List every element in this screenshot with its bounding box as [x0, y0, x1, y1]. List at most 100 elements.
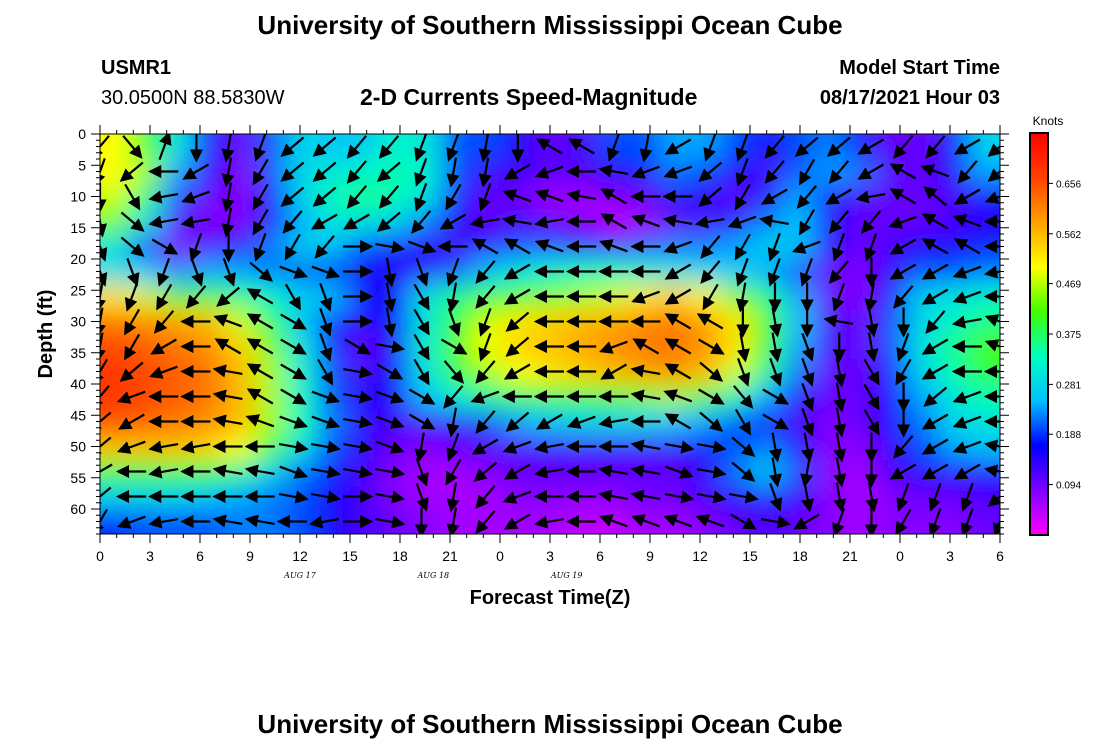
current-vector-arrow — [696, 313, 724, 330]
current-vector-arrow — [100, 411, 112, 432]
current-vector-arrow — [534, 239, 564, 253]
current-vector-arrow — [630, 364, 661, 378]
y-axis-title: Depth (ft) — [35, 290, 57, 379]
heatmap-cell — [782, 159, 815, 185]
heatmap-cell — [689, 384, 722, 410]
heatmap-cell — [782, 309, 815, 335]
current-vector-arrow — [408, 413, 436, 430]
current-vector-arrow — [630, 439, 661, 453]
current-vector-arrow — [896, 482, 910, 512]
heatmap-cell — [410, 134, 443, 135]
heatmap-cell — [503, 334, 536, 360]
current-vector-arrow — [445, 183, 462, 211]
colorbar-tick-label: 0.281 — [1056, 380, 1081, 391]
current-vector-arrow — [734, 183, 751, 211]
heatmap-cell — [503, 534, 535, 560]
x-date-label: AUG 17 — [283, 571, 317, 580]
heatmap-cell — [658, 459, 691, 485]
colorbar-tick-label: 0.094 — [1056, 481, 1081, 492]
current-vector-arrow — [735, 282, 749, 313]
current-vector-arrow — [703, 134, 717, 162]
y-tick-label: 35 — [70, 345, 86, 361]
current-vector-arrow — [100, 385, 110, 409]
current-vector-arrow — [992, 518, 1000, 534]
heatmap-cell — [813, 234, 846, 260]
heatmap-cell — [193, 134, 226, 160]
heatmap-cell — [317, 409, 350, 435]
y-tick-label: 45 — [70, 407, 86, 423]
current-vector-arrow — [951, 315, 982, 329]
heatmap-cell — [131, 234, 164, 260]
current-vector-arrow — [475, 410, 496, 434]
heatmap-cell — [131, 134, 164, 160]
current-vector-arrow — [212, 414, 243, 428]
current-vector-arrow — [309, 515, 339, 529]
station-id: USMR1 — [101, 57, 172, 79]
heatmap-cell — [813, 184, 846, 210]
current-vector-arrow — [279, 265, 309, 279]
current-vector-arrow — [475, 485, 496, 509]
current-vector-arrow — [446, 432, 460, 462]
y-tick-label: 5 — [78, 157, 86, 173]
heatmap-cell — [782, 509, 815, 534]
current-vector-arrow — [664, 440, 695, 454]
current-vector-arrow — [700, 235, 721, 259]
current-vector-arrow — [186, 285, 207, 309]
heatmap-cell — [689, 359, 722, 385]
heatmap-cell — [1000, 134, 1032, 160]
heatmap-cell — [658, 509, 691, 534]
heatmap-cell — [379, 159, 412, 185]
current-vector-arrow — [801, 432, 815, 463]
current-vector-arrow — [408, 388, 436, 405]
current-vector-arrow — [925, 135, 946, 159]
heatmap-cell — [782, 284, 815, 310]
heatmap-cell — [627, 334, 660, 360]
heatmap-cell — [410, 434, 443, 460]
current-vector-arrow — [767, 232, 781, 262]
current-vector-arrow — [312, 186, 337, 207]
current-vector-arrow — [928, 507, 942, 534]
current-vector-arrow — [664, 413, 692, 430]
current-vector-arrow — [731, 461, 756, 482]
heatmap-cell — [968, 134, 1000, 135]
current-vector-arrow — [280, 338, 307, 355]
current-vector-arrow — [343, 365, 374, 379]
current-vector-arrow — [344, 338, 372, 355]
current-vector-arrow — [246, 363, 274, 380]
current-vector-arrow — [952, 415, 982, 429]
heatmap-cell — [689, 134, 722, 160]
current-vector-arrow — [664, 338, 692, 355]
current-vector-arrow — [865, 307, 879, 338]
heatmap-cell — [1000, 359, 1032, 385]
current-vector-arrow — [378, 185, 400, 209]
current-vector-arrow — [833, 432, 847, 463]
heatmap-cell — [441, 159, 474, 185]
y-tick-label: 0 — [78, 126, 86, 142]
current-vector-arrow — [600, 213, 627, 230]
current-vector-arrow — [470, 390, 500, 404]
current-vector-arrow — [799, 158, 816, 186]
current-vector-arrow — [598, 464, 629, 478]
current-vector-arrow — [801, 407, 815, 437]
current-vector-arrow — [252, 183, 269, 211]
current-vector-arrow — [727, 215, 757, 229]
current-vector-arrow — [769, 357, 783, 387]
current-vector-arrow — [857, 163, 885, 180]
heatmap-cell — [689, 409, 722, 435]
heatmap-cell — [658, 259, 691, 285]
current-vector-arrow — [631, 290, 660, 304]
current-vector-arrow — [189, 232, 203, 262]
x-tick-label: 3 — [946, 548, 954, 564]
current-vector-arrow — [383, 257, 397, 288]
current-vector-arrow — [120, 236, 145, 257]
current-vector-arrow — [284, 283, 301, 311]
current-vector-arrow — [280, 161, 305, 182]
current-vector-arrow — [761, 515, 791, 529]
heatmap-cell — [503, 159, 536, 185]
x-tick-label: 18 — [792, 548, 808, 564]
current-vector-arrow — [212, 389, 243, 403]
heatmap-cell — [441, 209, 474, 235]
current-vector-arrow — [413, 333, 430, 361]
current-vector-arrow — [801, 332, 815, 362]
current-vector-arrow — [282, 210, 303, 234]
